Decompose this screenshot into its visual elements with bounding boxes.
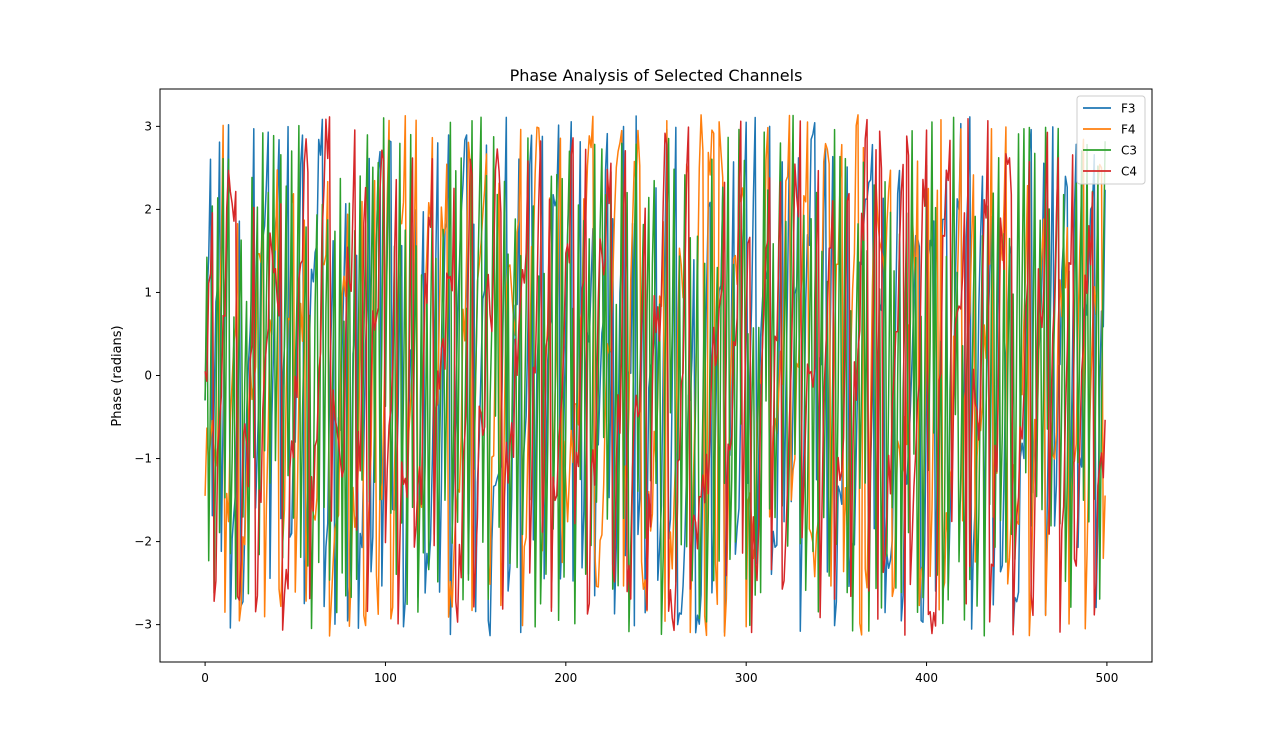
y-tick-label: 0: [144, 369, 152, 383]
y-tick-label: −1: [134, 452, 152, 466]
x-tick-label: 500: [1095, 671, 1118, 685]
chart-title: Phase Analysis of Selected Channels: [510, 66, 803, 85]
x-tick-label: 200: [554, 671, 577, 685]
legend: F3 F4 C3 C4: [1076, 95, 1146, 185]
legend-label-c3: C3: [1121, 144, 1137, 158]
x-tick-label: 300: [735, 671, 758, 685]
y-axis-label: Phase (radians): [110, 325, 125, 426]
legend-label-f4: F4: [1121, 123, 1136, 137]
y-tick-label: 2: [144, 202, 152, 216]
y-tick-label: −2: [134, 535, 152, 549]
y-tick-label: 1: [144, 285, 152, 299]
x-tick-label: 100: [374, 671, 397, 685]
legend-label-c4: C4: [1121, 165, 1137, 179]
y-tick-label: −3: [134, 618, 152, 632]
x-tick-label: 400: [915, 671, 938, 685]
legend-box: [1076, 95, 1146, 185]
y-tick-label: 3: [144, 119, 152, 133]
x-axis: 0 100 200 300 400 500: [201, 662, 1118, 685]
y-axis: −3 −2 −1 0 1 2 3: [134, 119, 160, 632]
legend-label-f3: F3: [1121, 102, 1136, 116]
series-line-c4: [204, 116, 1106, 636]
series-layer: [204, 114, 1106, 637]
x-tick-label: 0: [201, 671, 209, 685]
